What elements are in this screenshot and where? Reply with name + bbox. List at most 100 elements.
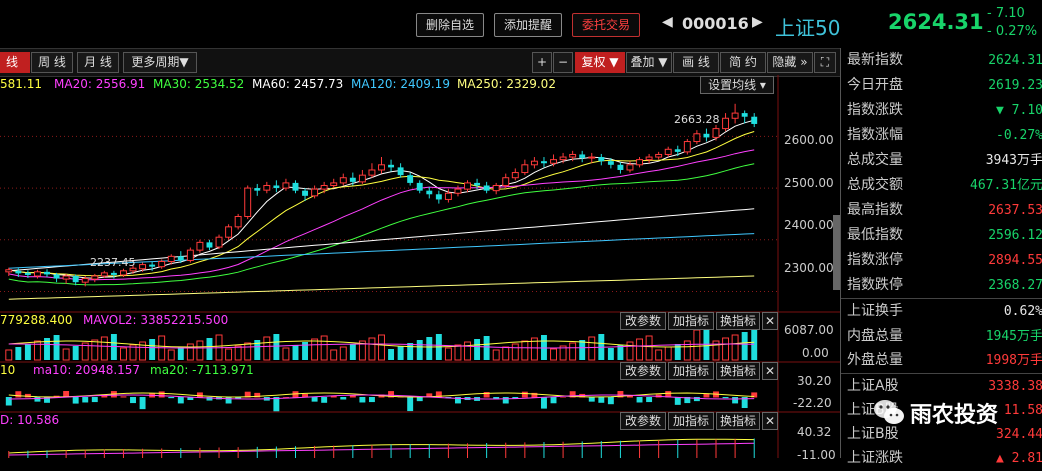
- ma30-line: [8, 163, 755, 286]
- quote-value: 2637.53: [988, 203, 1042, 218]
- volume-bar: [320, 335, 328, 361]
- candle-body: [454, 188, 462, 194]
- quote-label: 总成交量: [847, 152, 903, 168]
- volume-bar: [731, 334, 739, 361]
- volume-bar: [254, 340, 261, 360]
- divider: [841, 298, 1042, 299]
- candle-body: [444, 192, 452, 200]
- indicator-bar: [722, 397, 729, 399]
- zoom-out-button[interactable]: −: [553, 52, 573, 73]
- indicator-bar: [72, 397, 79, 404]
- quote-value: 2596.12: [988, 228, 1042, 243]
- zoom-in-button[interactable]: +: [532, 52, 552, 73]
- axis-label: 2300.00: [784, 261, 834, 275]
- swap-indicator-button[interactable]: 换指标: [716, 412, 760, 430]
- ma250-line: [8, 275, 755, 300]
- indicator-bar: [82, 397, 89, 403]
- trade-order-button[interactable]: 委托交易: [572, 13, 640, 37]
- chart-scrollbar[interactable]: [833, 215, 840, 290]
- quote-label: 总成交额: [847, 177, 903, 193]
- edit-params-button[interactable]: 改参数: [620, 312, 666, 330]
- hide-panel-button[interactable]: 隐藏 »: [767, 52, 813, 73]
- quote-label: 内盘总量: [847, 327, 903, 344]
- mavol2-line: [8, 343, 755, 349]
- tab-month-line[interactable]: 月 线: [77, 52, 119, 73]
- prev-stock-icon[interactable]: ◀: [662, 14, 673, 30]
- volume-bar: [464, 341, 471, 361]
- ma60-value: MA60: 2457.73: [252, 77, 344, 91]
- kline-chart[interactable]: [0, 75, 840, 458]
- candle-body: [177, 256, 184, 261]
- candle-body: [149, 264, 156, 267]
- add-indicator-button[interactable]: 加指标: [668, 312, 714, 330]
- ind1-value: 10: [0, 363, 16, 377]
- indicator-bar: [101, 394, 108, 398]
- edit-params-button[interactable]: 改参数: [620, 412, 666, 430]
- more-periods-dropdown[interactable]: 更多周期▼: [123, 52, 197, 73]
- candle-body: [206, 242, 213, 248]
- candle-body: [81, 278, 89, 283]
- close-icon[interactable]: ✕: [762, 412, 778, 430]
- indicator-bar: [502, 397, 509, 404]
- draw-line-button[interactable]: 画 线: [673, 52, 719, 73]
- candle-body: [407, 175, 414, 183]
- candle-body: [588, 156, 596, 159]
- add-alert-button[interactable]: 添加提醒: [494, 13, 562, 37]
- quote-row: 总成交额 467.31亿元: [841, 173, 1042, 198]
- volume-bar: [588, 336, 596, 361]
- overlay-dropdown[interactable]: 叠加 ▼: [626, 52, 672, 73]
- quote-row: 最高指数 2637.53: [841, 198, 1042, 223]
- quote-row: 指数涨跌 ▼ 7.10: [841, 98, 1042, 123]
- candle-body: [119, 270, 127, 276]
- candle-body: [320, 184, 328, 190]
- quote-row: 上证涨跌 ▲ 2.81: [841, 446, 1042, 471]
- current-price: 2624.31: [888, 10, 984, 34]
- indicator-bar: [607, 397, 614, 405]
- indicator-bar: [321, 397, 328, 403]
- simple-mode-button[interactable]: 简 约: [720, 52, 766, 73]
- candle-body: [311, 188, 319, 197]
- add-indicator-button[interactable]: 加指标: [668, 362, 714, 380]
- candle-body: [282, 182, 290, 189]
- volume-bar: [712, 340, 720, 361]
- quote-value: 11.58: [1003, 403, 1042, 418]
- close-icon[interactable]: ✕: [762, 312, 778, 330]
- volume-bar: [119, 347, 127, 361]
- indicator-bar: [483, 392, 490, 398]
- candle-body: [33, 271, 41, 277]
- quote-label: 上证换手: [847, 303, 903, 319]
- volume-bar: [617, 345, 624, 360]
- tab-day-line[interactable]: 线: [0, 52, 30, 73]
- ma-settings-button[interactable]: 设置均线 ▾: [700, 76, 774, 94]
- candle-body: [167, 255, 175, 262]
- quote-row: 指数涨停 2894.55: [841, 248, 1042, 273]
- quote-value: 0.62%: [1003, 304, 1042, 319]
- candle-body: [100, 272, 108, 277]
- quote-value: 2624.31: [988, 53, 1042, 68]
- volume-bar: [44, 338, 50, 360]
- indicator-bar: [359, 397, 366, 403]
- watermark-text: 雨农投资: [910, 403, 999, 428]
- edit-params-button[interactable]: 改参数: [620, 362, 666, 380]
- indicator-bar: [636, 397, 643, 403]
- add-indicator-button[interactable]: 加指标: [668, 412, 714, 430]
- candle-body: [339, 177, 347, 184]
- swap-indicator-button[interactable]: 换指标: [716, 312, 760, 330]
- next-stock-icon[interactable]: ▶: [752, 14, 763, 30]
- candle-body: [24, 272, 31, 275]
- delete-watchlist-button[interactable]: 删除自选: [416, 13, 484, 37]
- fullscreen-icon[interactable]: ⛶: [814, 52, 836, 73]
- volume-bar: [225, 348, 233, 361]
- swap-indicator-button[interactable]: 换指标: [716, 362, 760, 380]
- adjust-price-dropdown[interactable]: 复权 ▼: [575, 52, 625, 73]
- ind2-axis-label: -11.00: [797, 448, 836, 462]
- mavol1-value: 779288.400: [0, 313, 73, 327]
- indicator-bar: [407, 397, 414, 412]
- volume-bar: [674, 344, 681, 360]
- indicator-bar: [273, 397, 280, 412]
- close-icon[interactable]: ✕: [762, 362, 778, 380]
- volume-bar: [579, 340, 586, 360]
- indicator-bar: [732, 397, 739, 404]
- indicator-bar: [560, 396, 567, 398]
- tab-week-line[interactable]: 周 线: [31, 52, 73, 73]
